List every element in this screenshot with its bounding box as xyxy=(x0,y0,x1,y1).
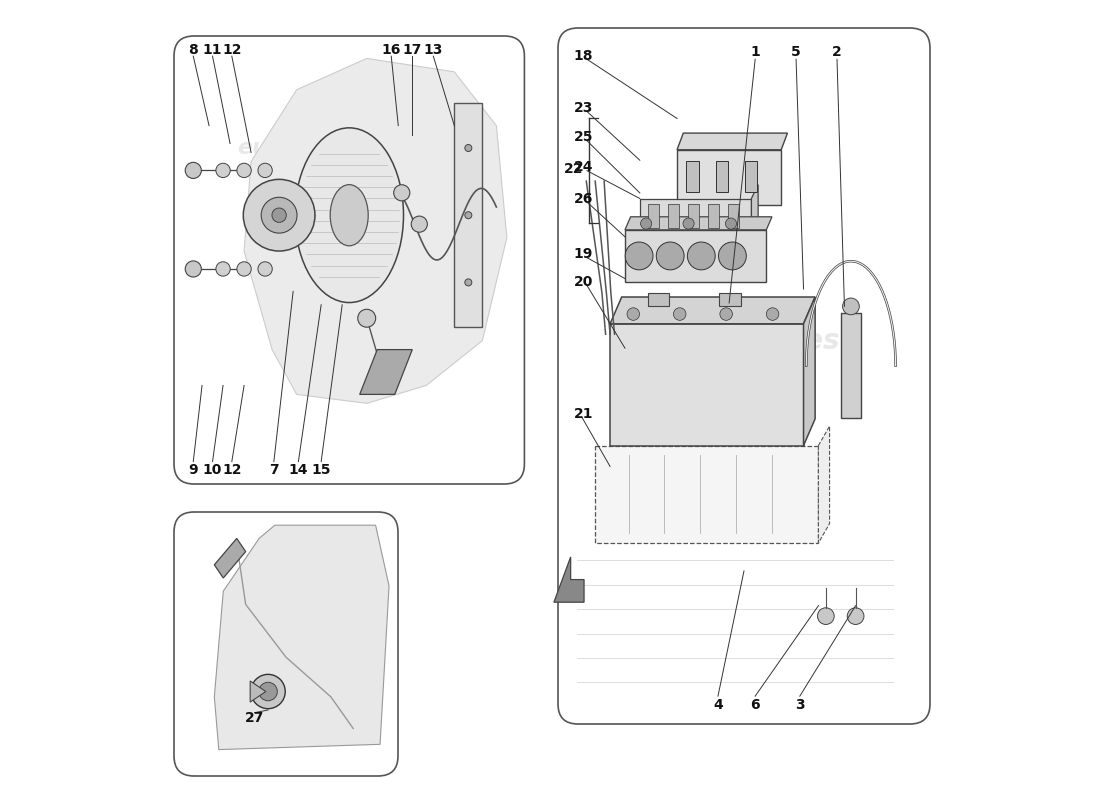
Text: eurospares: eurospares xyxy=(252,666,356,685)
Polygon shape xyxy=(625,217,772,230)
Polygon shape xyxy=(625,230,767,282)
Circle shape xyxy=(465,279,472,286)
Ellipse shape xyxy=(330,185,369,246)
Text: 3: 3 xyxy=(795,698,804,711)
Circle shape xyxy=(767,308,779,320)
Bar xyxy=(728,204,739,228)
Circle shape xyxy=(358,310,376,327)
Polygon shape xyxy=(640,198,751,234)
Circle shape xyxy=(657,242,684,270)
Text: 20: 20 xyxy=(573,275,593,289)
Bar xyxy=(719,294,740,306)
Polygon shape xyxy=(676,150,781,206)
Bar xyxy=(648,204,659,228)
Circle shape xyxy=(683,218,694,229)
Text: eurospares: eurospares xyxy=(236,138,377,158)
Polygon shape xyxy=(610,324,803,446)
Text: 4: 4 xyxy=(713,698,723,711)
Circle shape xyxy=(465,145,472,151)
Circle shape xyxy=(236,163,251,178)
Circle shape xyxy=(185,162,201,178)
Text: 14: 14 xyxy=(288,462,308,477)
Circle shape xyxy=(411,216,427,232)
Polygon shape xyxy=(610,297,815,324)
Circle shape xyxy=(817,608,834,625)
Text: 16: 16 xyxy=(382,43,400,58)
Text: 21: 21 xyxy=(573,407,593,422)
Bar xyxy=(708,204,719,228)
FancyBboxPatch shape xyxy=(558,28,930,724)
Circle shape xyxy=(216,163,230,178)
Polygon shape xyxy=(244,58,507,403)
FancyBboxPatch shape xyxy=(174,36,525,484)
Circle shape xyxy=(261,198,297,233)
Circle shape xyxy=(719,308,733,320)
Polygon shape xyxy=(818,426,829,543)
Circle shape xyxy=(185,261,201,277)
Circle shape xyxy=(236,262,251,276)
Text: 23: 23 xyxy=(573,101,593,115)
Circle shape xyxy=(718,242,746,270)
Text: 13: 13 xyxy=(424,43,443,58)
Text: 17: 17 xyxy=(403,43,422,58)
Polygon shape xyxy=(360,350,412,394)
Text: 12: 12 xyxy=(222,43,242,58)
Circle shape xyxy=(673,308,686,320)
Polygon shape xyxy=(214,525,389,750)
Text: 10: 10 xyxy=(202,462,222,477)
Circle shape xyxy=(725,218,737,229)
Polygon shape xyxy=(803,297,815,446)
Circle shape xyxy=(243,179,315,251)
Text: 12: 12 xyxy=(222,462,242,477)
Polygon shape xyxy=(676,133,788,150)
FancyBboxPatch shape xyxy=(174,512,398,776)
Bar xyxy=(716,161,728,191)
Bar xyxy=(688,204,698,228)
Text: 26: 26 xyxy=(573,191,593,206)
Text: 11: 11 xyxy=(202,43,222,58)
Circle shape xyxy=(627,308,639,320)
Circle shape xyxy=(688,242,715,270)
Text: 8: 8 xyxy=(188,43,198,58)
Circle shape xyxy=(258,682,277,701)
Bar xyxy=(745,161,757,191)
Circle shape xyxy=(625,242,653,270)
Circle shape xyxy=(257,163,273,178)
Text: 6: 6 xyxy=(750,698,760,711)
Circle shape xyxy=(394,185,410,201)
Polygon shape xyxy=(554,557,584,602)
Polygon shape xyxy=(840,314,861,418)
Circle shape xyxy=(216,262,230,276)
Text: 19: 19 xyxy=(573,247,593,261)
Polygon shape xyxy=(595,446,818,543)
Circle shape xyxy=(272,208,286,222)
Circle shape xyxy=(465,212,472,218)
Circle shape xyxy=(843,298,859,314)
Circle shape xyxy=(640,218,651,229)
Bar xyxy=(648,294,669,306)
Polygon shape xyxy=(250,681,266,702)
Circle shape xyxy=(251,674,285,709)
Polygon shape xyxy=(214,538,245,578)
Text: 7: 7 xyxy=(270,462,278,477)
Bar xyxy=(686,161,698,191)
Text: 25: 25 xyxy=(573,130,593,144)
Polygon shape xyxy=(454,103,483,327)
Circle shape xyxy=(257,262,273,276)
Text: 27: 27 xyxy=(245,711,264,725)
Ellipse shape xyxy=(295,128,404,302)
Text: 15: 15 xyxy=(311,462,331,477)
Polygon shape xyxy=(751,185,758,234)
Text: 22: 22 xyxy=(564,162,583,175)
Text: 1: 1 xyxy=(750,46,760,59)
Text: 5: 5 xyxy=(791,46,801,59)
Circle shape xyxy=(847,608,864,625)
Bar xyxy=(668,204,679,228)
Text: 24: 24 xyxy=(573,160,593,174)
Text: eurospares: eurospares xyxy=(663,327,839,355)
Text: 18: 18 xyxy=(573,49,593,63)
Text: 2: 2 xyxy=(832,46,842,59)
Text: 9: 9 xyxy=(188,462,198,477)
